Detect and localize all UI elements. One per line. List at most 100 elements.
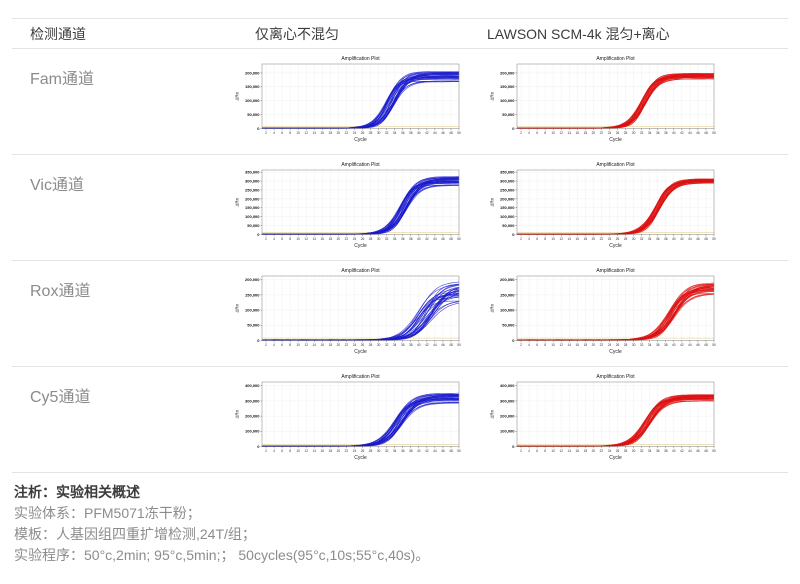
svg-text:36: 36 [401,449,405,453]
svg-text:Cycle: Cycle [354,349,367,355]
svg-text:48: 48 [704,237,708,241]
svg-text:150,000: 150,000 [245,84,260,89]
svg-text:20: 20 [592,131,596,135]
svg-text:4: 4 [528,449,530,453]
svg-text:42: 42 [425,237,429,241]
svg-text:18: 18 [584,237,588,241]
svg-text:28: 28 [369,343,373,347]
qpcr-comparison-report: 检测通道 仅离心不混匀 LAWSON SCM-4k 混匀+离心 Fam通道 Am… [0,18,800,566]
svg-text:44: 44 [688,131,692,135]
svg-text:10: 10 [296,131,300,135]
svg-text:46: 46 [696,131,700,135]
svg-text:36: 36 [401,343,405,347]
svg-text:8: 8 [544,131,546,135]
svg-text:50: 50 [457,237,461,241]
svg-text:46: 46 [441,449,445,453]
svg-text:50,000: 50,000 [502,223,515,228]
channel-label-fam: Fam通道 [30,71,95,88]
svg-text:30: 30 [632,449,636,453]
svg-text:2: 2 [265,449,267,453]
svg-text:38: 38 [664,343,668,347]
svg-text:18: 18 [584,343,588,347]
svg-text:300,000: 300,000 [245,178,260,183]
svg-text:Cycle: Cycle [609,349,622,355]
svg-text:12: 12 [304,131,308,135]
svg-text:32: 32 [385,343,389,347]
svg-text:46: 46 [441,131,445,135]
svg-text:24: 24 [353,237,357,241]
svg-text:36: 36 [656,131,660,135]
table-row-cy5: Cy5通道 Amplification Plot 2 4 6 8 10 12 14 16 18 20… [0,367,800,472]
svg-text:26: 26 [616,449,620,453]
svg-text:200,000: 200,000 [245,414,260,419]
svg-text:34: 34 [648,343,652,347]
svg-text:26: 26 [361,343,365,347]
svg-text:32: 32 [640,449,644,453]
svg-text:16: 16 [576,449,580,453]
svg-text:16: 16 [576,131,580,135]
svg-text:42: 42 [425,449,429,453]
svg-text:20: 20 [337,449,341,453]
svg-text:Amplification Plot: Amplification Plot [596,162,635,168]
svg-text:32: 32 [385,237,389,241]
svg-text:24: 24 [608,343,612,347]
svg-text:150,000: 150,000 [500,84,515,89]
svg-text:Cycle: Cycle [354,455,367,461]
svg-text:48: 48 [449,237,453,241]
svg-text:42: 42 [680,343,684,347]
channel-label-vic: Vic通道 [30,177,84,194]
svg-text:200,000: 200,000 [500,277,515,282]
svg-text:14: 14 [312,343,316,347]
svg-text:34: 34 [648,237,652,241]
svg-text:50: 50 [712,449,716,453]
svg-text:50: 50 [457,343,461,347]
svg-text:6: 6 [281,343,283,347]
svg-text:350,000: 350,000 [500,170,515,175]
svg-text:100,000: 100,000 [500,307,515,312]
svg-text:8: 8 [289,131,291,135]
svg-text:14: 14 [312,449,316,453]
svg-text:20: 20 [592,449,596,453]
svg-text:8: 8 [289,449,291,453]
svg-text:ΔRn: ΔRn [490,409,495,418]
svg-text:38: 38 [664,131,668,135]
svg-text:100,000: 100,000 [500,429,515,434]
svg-text:ΔRn: ΔRn [235,409,240,418]
svg-text:4: 4 [273,449,275,453]
svg-text:40: 40 [672,449,676,453]
svg-text:40: 40 [672,343,676,347]
svg-text:18: 18 [329,343,333,347]
svg-text:40: 40 [672,237,676,241]
svg-text:38: 38 [664,237,668,241]
svg-text:200,000: 200,000 [245,277,260,282]
svg-text:10: 10 [551,131,555,135]
svg-text:6: 6 [536,131,538,135]
svg-text:34: 34 [393,449,397,453]
svg-text:26: 26 [616,131,620,135]
svg-text:38: 38 [409,237,413,241]
svg-text:100,000: 100,000 [245,307,260,312]
svg-text:400,000: 400,000 [245,383,260,388]
divider [12,472,788,473]
svg-text:22: 22 [600,237,604,241]
svg-text:42: 42 [680,131,684,135]
svg-text:10: 10 [296,343,300,347]
svg-text:Cycle: Cycle [354,137,367,143]
notes-section: 注析：实验相关概述 实验体系：PFM5071冻干粉； 模板：人基因组四重扩增检测… [0,473,800,566]
divider [12,260,788,261]
svg-text:18: 18 [329,449,333,453]
svg-text:150,000: 150,000 [245,205,260,210]
svg-text:8: 8 [544,237,546,241]
svg-text:40: 40 [417,131,421,135]
svg-text:30: 30 [377,449,381,453]
svg-text:0: 0 [257,444,260,449]
svg-text:6: 6 [281,131,283,135]
svg-text:2: 2 [520,131,522,135]
svg-text:200,000: 200,000 [245,196,260,201]
svg-text:100,000: 100,000 [500,98,515,103]
svg-text:44: 44 [688,237,692,241]
notes-title: 注析：实验相关概述 [14,484,140,500]
